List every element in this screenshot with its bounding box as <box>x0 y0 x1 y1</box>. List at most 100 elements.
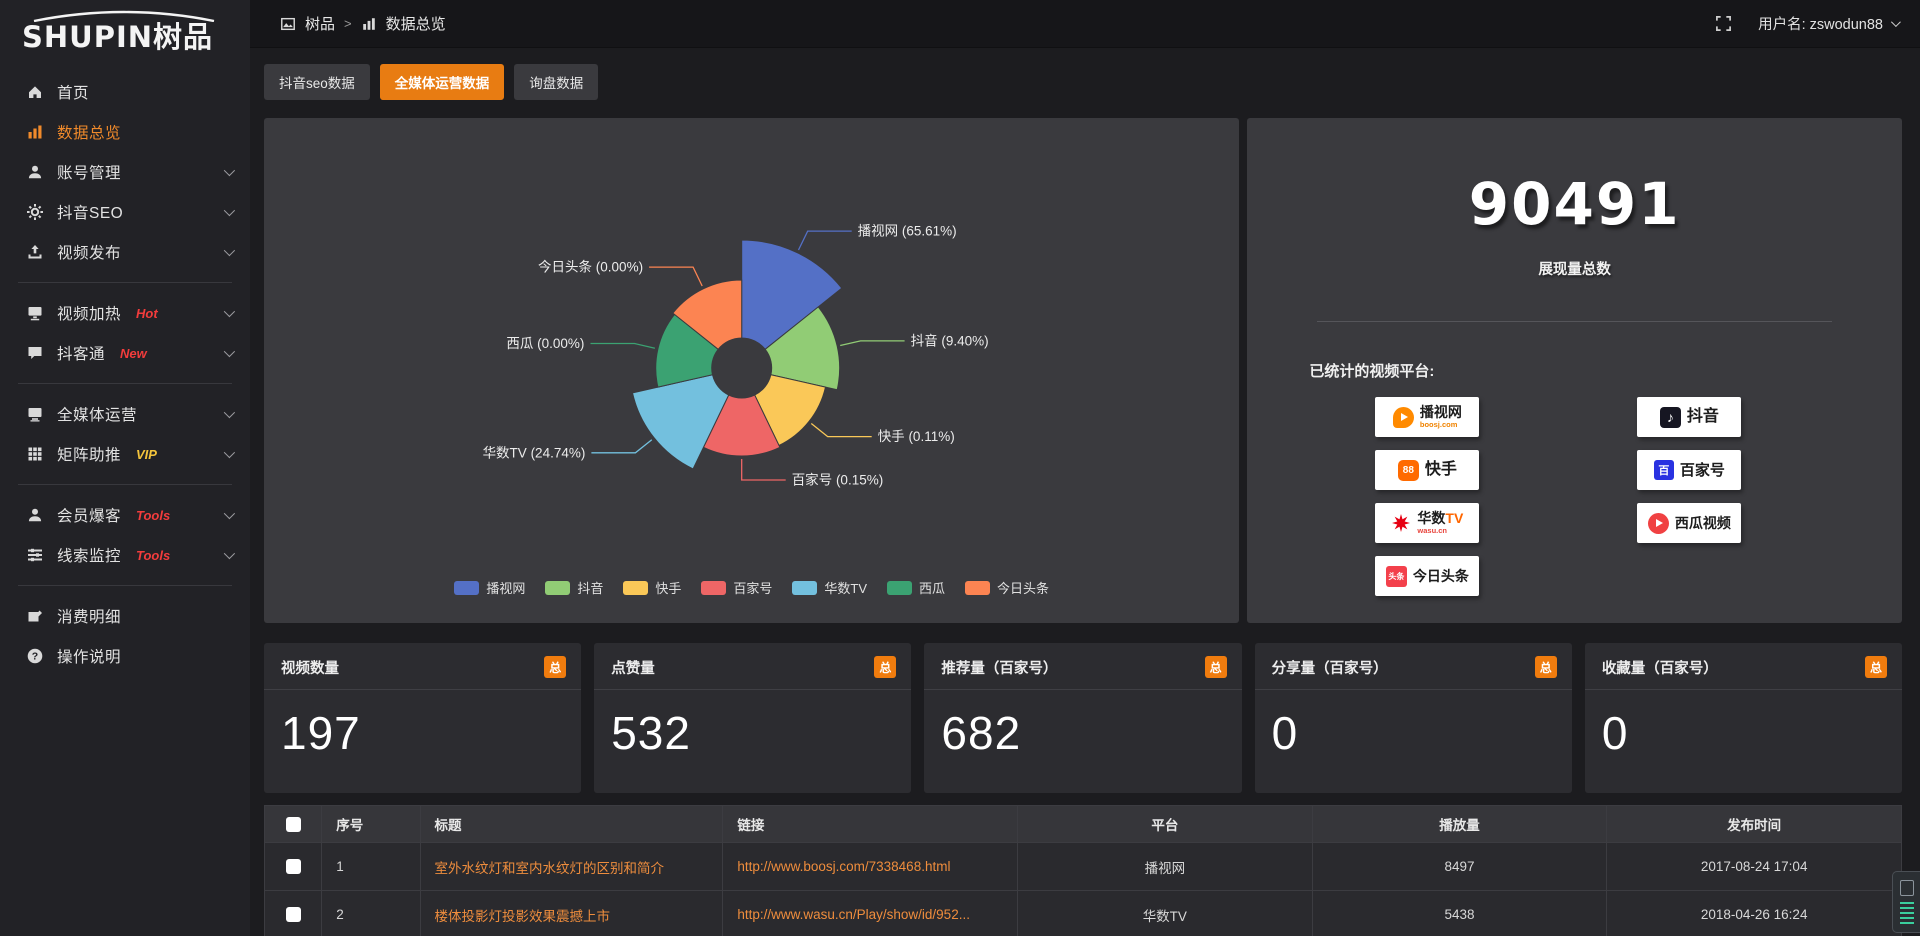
image-icon <box>281 17 295 30</box>
tab-bar: 抖音seo数据 全媒体运营数据 询盘数据 <box>264 64 1902 100</box>
stat-card-shares: 分享量（百家号） 总 0 <box>1254 643 1572 793</box>
chevron-down-icon <box>1890 17 1901 28</box>
sidebar-item-matrix-boost[interactable]: 矩阵助推 VIP <box>0 434 250 474</box>
pie-slice-华数TV[interactable] <box>631 374 730 470</box>
legend-item-抖音[interactable]: 抖音 <box>545 578 603 597</box>
pie-slice-今日头条[interactable] <box>672 279 743 351</box>
row-checkbox[interactable] <box>285 907 301 923</box>
chevron-down-icon <box>223 205 236 217</box>
hot-badge: Hot <box>136 305 158 321</box>
stat-card-value: 682 <box>941 707 1022 759</box>
chat-icon <box>28 347 42 360</box>
sidebar-item-label: 全媒体运营 <box>57 407 138 425</box>
xigua-logo-icon <box>1647 512 1669 534</box>
breadcrumb: 树品 > 数据总览 <box>280 13 446 34</box>
column-header-plays: 播放量 <box>1311 805 1608 843</box>
slice-label: 今日头条 (0.00%) <box>538 259 643 275</box>
monitor-icon <box>28 408 42 422</box>
platforms-grid: 播视网 boosj.com ♪ 抖音 88 快手 百 百家号 <box>1375 397 1902 596</box>
pie-slice-抖音[interactable] <box>764 306 841 391</box>
sidebar-item-data-overview[interactable]: 数据总览 <box>0 112 250 152</box>
breadcrumb-root[interactable]: 树品 <box>305 16 336 33</box>
sidebar-item-account[interactable]: 账号管理 <box>0 152 250 192</box>
sidebar-item-lead-monitor[interactable]: 线索监控 Tools <box>0 535 250 575</box>
question-icon: ? <box>27 649 43 664</box>
platform-name-tv: TV <box>1445 510 1464 527</box>
pie-slice-百家号[interactable] <box>702 394 781 457</box>
new-badge: New <box>120 345 147 361</box>
total-impressions-value: 90491 <box>1468 170 1681 238</box>
platform-name: 快手 <box>1424 461 1457 478</box>
chevron-down-icon <box>223 407 236 419</box>
cell-platform: 播视网 <box>1017 842 1313 891</box>
username-menu[interactable]: 用户名: zswodun88 <box>1758 13 1901 34</box>
total-badge[interactable]: 总 <box>874 656 897 678</box>
sidebar-item-label: 操作说明 <box>57 649 122 667</box>
legend-label: 快手 <box>655 581 682 596</box>
tab-douyin-seo-data[interactable]: 抖音seo数据 <box>264 64 370 100</box>
sidebar-item-home[interactable]: 首页 <box>0 72 250 112</box>
cell-link[interactable]: http://www.wasu.cn/Play/show/id/952... <box>722 890 1018 936</box>
platform-name: 抖音 <box>1686 408 1719 425</box>
videos-table: 序号 标题 链接 平台 播放量 发布时间 1 室外水纹灯和室内水纹灯的区别和简 <box>263 805 1902 936</box>
label-line <box>810 422 872 438</box>
platform-share-chart-panel: 播视网 (65.61%) 抖音 (9.40%) 快手 (0.11%) 百家号 (0.1… <box>264 118 1240 623</box>
cell-time: 2018-04-26 16:24 <box>1606 890 1902 936</box>
cell-title[interactable]: 室外水纹灯和室内水纹灯的区别和简介 <box>419 842 724 891</box>
cell-platform: 华数TV <box>1017 890 1313 936</box>
breadcrumb-current[interactable]: 数据总览 <box>385 16 446 33</box>
sidebar-item-member-burst[interactable]: 会员爆客 Tools <box>0 495 250 535</box>
legend-item-西瓜[interactable]: 西瓜 <box>887 578 945 597</box>
cell-plays: 5438 <box>1311 890 1608 936</box>
legend-item-播视网[interactable]: 播视网 <box>454 578 525 597</box>
pie-slice-播视网[interactable] <box>741 239 843 351</box>
sidebar-item-douyin-seo[interactable]: 抖音SEO <box>0 192 250 232</box>
stat-card-value: 0 <box>1601 707 1629 759</box>
sidebar-item-label: 消费明细 <box>57 609 122 627</box>
row-checkbox[interactable] <box>285 859 301 875</box>
sidebar-item-video-publish[interactable]: 视频发布 <box>0 232 250 272</box>
cell-link[interactable]: http://www.boosj.com/7338468.html <box>722 842 1018 891</box>
sidebar-item-spend-detail[interactable]: 消费明细 <box>0 596 250 636</box>
legend-swatch <box>545 580 571 595</box>
select-all-checkbox[interactable] <box>285 816 301 832</box>
cell-time: 2017-08-24 17:04 <box>1606 842 1902 891</box>
legend-item-华数TV[interactable]: 华数TV <box>792 578 867 597</box>
chevron-down-icon <box>223 447 236 459</box>
legend-item-快手[interactable]: 快手 <box>623 578 681 597</box>
stat-card-label: 视频数量 <box>281 660 339 677</box>
cell-title[interactable]: 楼体投影灯投影效果震撼上市 <box>419 890 724 936</box>
baijiahao-logo-icon: 百 <box>1653 460 1674 480</box>
legend-item-百家号[interactable]: 百家号 <box>701 578 772 597</box>
sidebar-item-douketong[interactable]: 抖客通 New <box>0 333 250 373</box>
sidebar-item-omnimedia[interactable]: 全媒体运营 <box>0 394 250 434</box>
tab-omnimedia-data[interactable]: 全媒体运营数据 <box>379 64 505 100</box>
kuaishou-logo-icon: 88 <box>1397 459 1419 481</box>
total-badge[interactable]: 总 <box>1534 656 1557 678</box>
topbar-right: 用户名: zswodun88 <box>1715 13 1901 34</box>
sidebar-item-label: 视频加热 <box>57 306 122 324</box>
total-badge[interactable]: 总 <box>544 656 567 678</box>
floating-widget[interactable] <box>1892 871 1920 933</box>
fullscreen-icon[interactable] <box>1715 15 1732 32</box>
slice-label: 华数TV (24.74%) <box>483 445 586 460</box>
sidebar-item-video-heat[interactable]: 视频加热 Hot <box>0 293 250 333</box>
platform-badge-boosj: 播视网 boosj.com <box>1375 397 1480 437</box>
platform-name: 西瓜视频 <box>1674 515 1731 531</box>
stat-cards-row: 视频数量 总 197 点赞量 总 532 推荐量（百家号） 总 682 分享量（百家号… <box>264 643 1903 793</box>
sidebar-item-label: 首页 <box>57 85 90 103</box>
stat-card-label: 推荐量（百家号） <box>941 660 1058 677</box>
total-badge[interactable]: 总 <box>1865 656 1888 678</box>
user-icon <box>28 166 42 179</box>
sidebar-item-help[interactable]: ? 操作说明 <box>0 636 250 676</box>
total-badge[interactable]: 总 <box>1204 656 1227 678</box>
label-line <box>797 230 852 251</box>
legend-item-今日头条[interactable]: 今日头条 <box>965 578 1049 597</box>
logo-arc <box>33 10 215 22</box>
platform-sub: wasu.cn <box>1417 526 1448 536</box>
platform-badge-kuaishou: 88 快手 <box>1375 450 1480 490</box>
label-line <box>591 439 653 454</box>
tab-inquiry-data[interactable]: 询盘数据 <box>514 64 599 100</box>
legend-swatch <box>887 580 913 595</box>
rose-chart: 播视网 (65.61%) 抖音 (9.40%) 快手 (0.11%) 百家号 (0.1… <box>483 224 989 488</box>
